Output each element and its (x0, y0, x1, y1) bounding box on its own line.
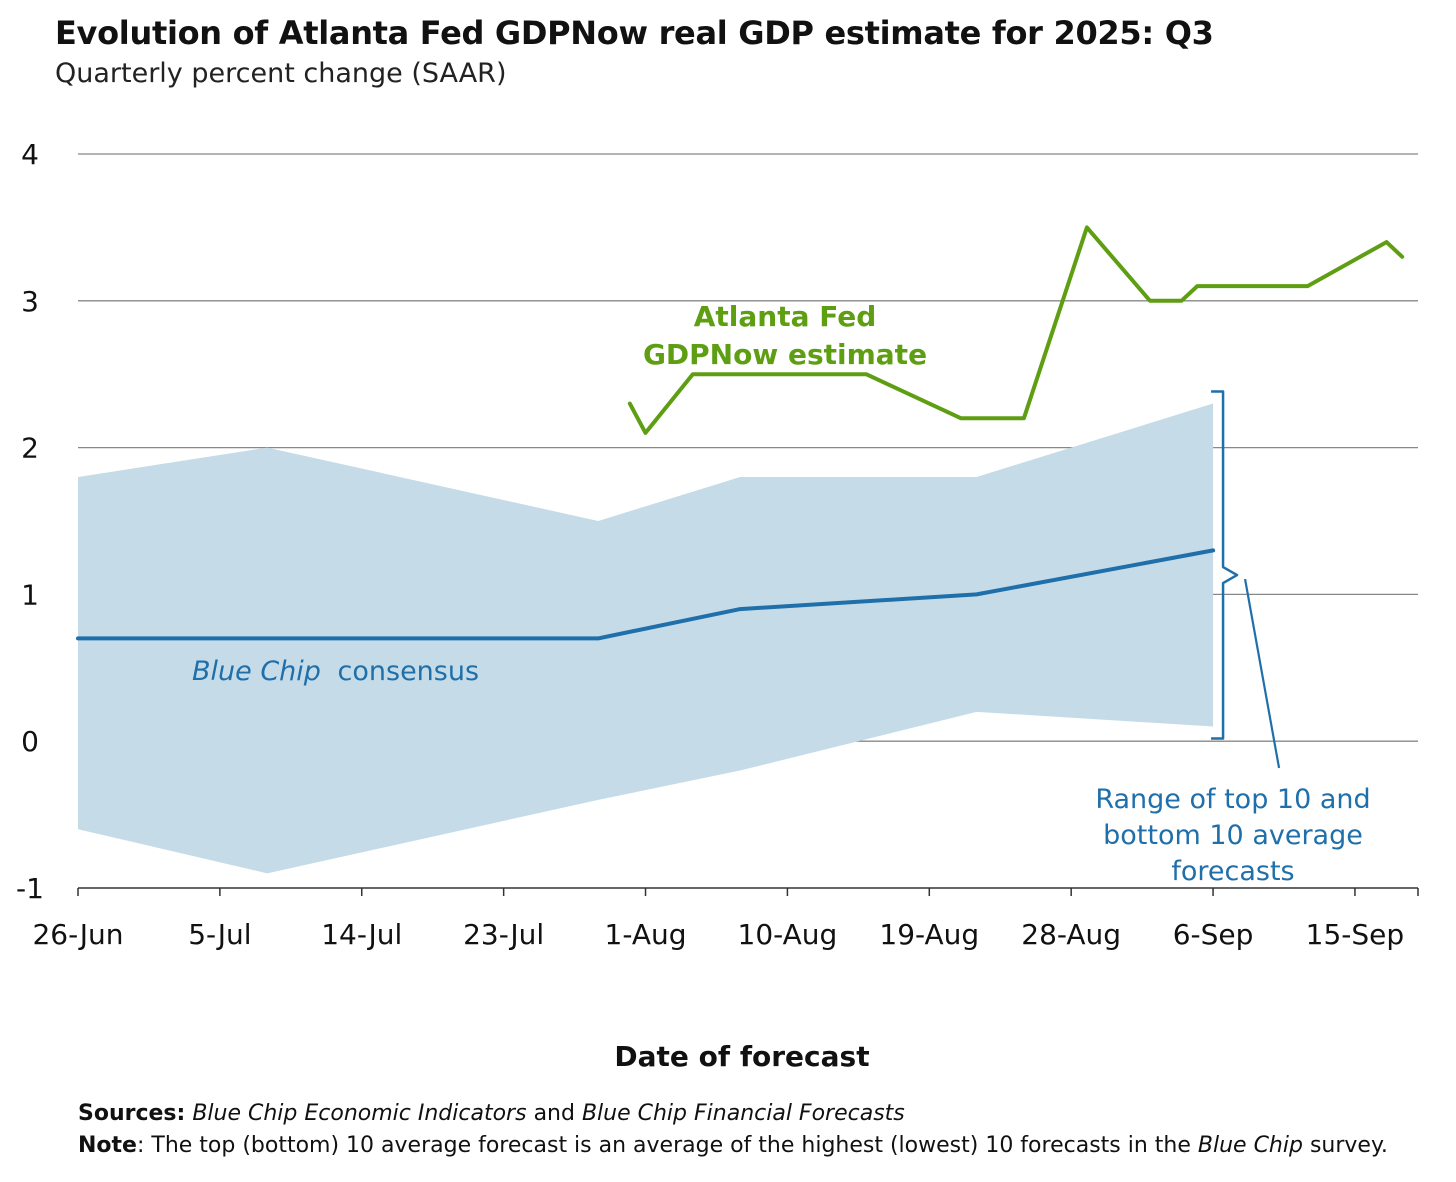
note-text-2: survey. (1309, 1133, 1388, 1158)
range-bracket-leader (1243, 578, 1281, 769)
y-axis-tick-labels: -1 0 1 2 3 4 (16, 138, 44, 905)
gdpnow-annotation-line-2: GDPNow estimate (643, 338, 927, 371)
chart-subtitle: Quarterly percent change (SAAR) (55, 58, 507, 89)
y-tick-label-4: 4 (21, 138, 39, 171)
gdpnow-line (627, 225, 1405, 435)
y-tick-label-0: 0 (21, 725, 39, 758)
x-tick-label-1: 5-Jul (188, 918, 251, 951)
range-annotation-line-3: forecasts (1171, 856, 1294, 887)
footnotes: Sources: Blue Chip Economic Indicators a… (78, 1098, 1388, 1162)
sources-and: and (533, 1101, 575, 1126)
x-tick-label-4: 1-Aug (605, 918, 687, 951)
y-tick-label-1: 1 (21, 578, 39, 611)
x-tick-label-2: 14-Jul (321, 918, 402, 951)
x-tick-label-7: 28-Aug (1021, 918, 1121, 951)
sources-source-1: Blue Chip Economic Indicators (192, 1101, 527, 1126)
consensus-annotation-italic: Blue Chip (192, 656, 321, 687)
sources-line: Sources: Blue Chip Economic Indicators a… (78, 1098, 1388, 1130)
x-tick-label-3: 23-Jul (463, 918, 544, 951)
range-band-area (78, 403, 1214, 874)
range-bracket (1211, 390, 1281, 769)
consensus-annotation-rest: consensus (338, 656, 480, 687)
note-italic: Blue Chip (1197, 1133, 1303, 1158)
range-bracket-shape (1211, 390, 1239, 740)
x-axis-label: Date of forecast (614, 1040, 870, 1073)
consensus-line (76, 548, 1216, 641)
sources-source-2: Blue Chip Financial Forecasts (581, 1101, 905, 1126)
y-tick-label-3: 3 (21, 285, 39, 318)
note-text-1: : The top (bottom) 10 average forecast i… (136, 1133, 1191, 1158)
x-tick-label-6: 19-Aug (879, 918, 979, 951)
range-band-layer (78, 403, 1214, 874)
x-tick-label-0: 26-Jun (32, 918, 123, 951)
chart-title: Evolution of Atlanta Fed GDPNow real GDP… (55, 14, 1214, 52)
sources-label: Sources: (78, 1101, 186, 1126)
x-tick-label-8: 6-Sep (1173, 918, 1254, 951)
note-label: Note (78, 1133, 137, 1158)
range-annotation-line-2: bottom 10 average (1103, 820, 1363, 851)
x-axis (77, 887, 1419, 896)
range-annotation-line-1: Range of top 10 and (1095, 784, 1370, 815)
y-tick-label-2: 2 (21, 432, 39, 465)
x-axis-tick-labels: 26-Jun 5-Jul 14-Jul 23-Jul 1-Aug 10-Aug 19-Aug… (32, 918, 1404, 951)
gdpnow-annotation-line-1: Atlanta Fed (694, 300, 877, 333)
series-lines (76, 225, 1405, 641)
consensus-annotation: Blue Chip consensus (192, 656, 479, 687)
x-tick-label-5: 10-Aug (738, 918, 838, 951)
x-tick-label-9: 15-Sep (1306, 918, 1405, 951)
note-line: Note: The top (bottom) 10 average foreca… (78, 1130, 1388, 1162)
y-tick-label--1: -1 (16, 872, 44, 905)
